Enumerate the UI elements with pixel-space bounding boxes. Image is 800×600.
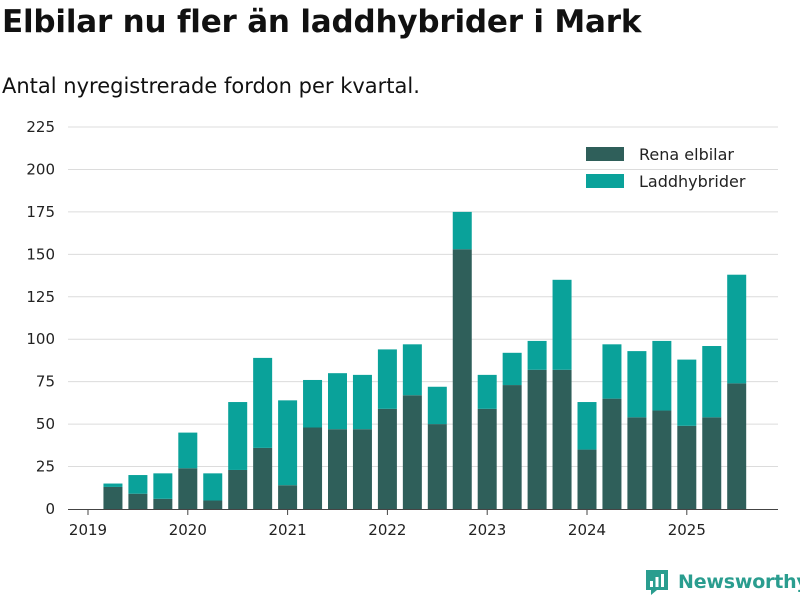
legend-label: Laddhybrider: [639, 172, 746, 191]
y-tick-label: 0: [45, 500, 55, 518]
bar-segment: 2021 Q2 – Rena elbilar: 48: [303, 427, 323, 509]
bar-segment: 2022 Q3 – Rena elbilar: 50: [427, 424, 447, 509]
bar-segment: 2020 Q2 – Rena elbilar: 5: [203, 500, 223, 509]
bar-segment: 2022 Q4 – Rena elbilar: 153: [452, 249, 472, 510]
bar-segment: 2021 Q3 – Rena elbilar: 47: [328, 429, 347, 509]
bar-segment: 2022 Q1 – Rena elbilar: 59: [377, 408, 397, 509]
bar-segment: 2020 Q3 – Laddhybrider: 40: [228, 402, 248, 470]
bar-segment: 2023 Q4 – Laddhybrider: 53: [552, 279, 572, 370]
bar-segment: 2019 Q2 – Laddhybrider: 2: [103, 483, 123, 487]
bar-segment: 2021 Q1 – Rena elbilar: 14: [278, 485, 298, 509]
bar-segment: 2019 Q4 – Laddhybrider: 15: [153, 473, 173, 499]
bar-segment: 2021 Q4 – Rena elbilar: 47: [352, 429, 372, 509]
legend: Rena elbilar Laddhybrider: [586, 145, 746, 191]
bar-segment: 2024 Q2 – Laddhybrider: 32: [602, 344, 622, 399]
x-tick-label: 2023: [468, 521, 506, 539]
y-axis-ticks: 0 25 50 75 100 125 150 175 200 225: [26, 118, 55, 518]
bars: 2019 Q2 – Rena elbilar: 132019 Q2 – Ladd…: [103, 211, 747, 510]
x-tick-label: 2024: [568, 521, 606, 539]
bar-segment: 2020 Q2 – Laddhybrider: 16: [203, 473, 223, 501]
bar-segment: 2024 Q1 – Laddhybrider: 28: [577, 402, 597, 450]
bar-segment: 2019 Q4 – Rena elbilar: 6: [153, 498, 173, 509]
bar-segment: 2020 Q1 – Rena elbilar: 24: [178, 468, 198, 509]
bar-segment: 2022 Q2 – Rena elbilar: 67: [402, 395, 422, 509]
y-tick-label: 200: [26, 160, 55, 178]
legend-swatch: [586, 174, 624, 188]
bar-segment: 2020 Q1 – Laddhybrider: 21: [178, 432, 198, 469]
y-tick-label: 100: [26, 330, 55, 348]
bar-segment: 2025 Q2 – Laddhybrider: 42: [702, 346, 722, 418]
bar-segment: 2019 Q2 – Rena elbilar: 13: [103, 486, 123, 509]
y-tick-label: 50: [36, 415, 55, 433]
x-tick-label: 2020: [169, 521, 207, 539]
y-tick-label: 175: [26, 203, 55, 221]
x-tick-label: 2019: [69, 521, 107, 539]
y-tick-label: 150: [26, 245, 55, 263]
bar-segment: 2025 Q3 – Laddhybrider: 64: [727, 274, 747, 384]
x-tick-label: 2021: [269, 521, 307, 539]
bar-segment: 2024 Q4 – Rena elbilar: 58: [652, 410, 672, 509]
bar-segment: 2025 Q1 – Rena elbilar: 49: [677, 425, 697, 509]
bar-segment: 2024 Q3 – Rena elbilar: 54: [627, 417, 647, 509]
bar-segment: 2023 Q1 – Laddhybrider: 20: [477, 374, 497, 409]
bar-segment: 2019 Q3 – Rena elbilar: 9: [128, 493, 148, 509]
bar-segment: 2021 Q3 – Laddhybrider: 33: [328, 373, 347, 430]
bar-segment: 2023 Q3 – Rena elbilar: 82: [527, 369, 547, 509]
chart-title: Elbilar nu fler än laddhybrider i Mark: [2, 4, 642, 40]
bar-segment: 2020 Q3 – Rena elbilar: 23: [228, 469, 248, 509]
bar-segment: 2024 Q3 – Laddhybrider: 39: [627, 351, 647, 418]
brand-name: Newsworthy: [678, 571, 800, 593]
bar-segment: 2023 Q4 – Rena elbilar: 82: [552, 369, 572, 509]
brand-logo: Newsworthy: [644, 568, 800, 596]
x-tick-label: 2025: [668, 521, 706, 539]
x-axis: 2019 2020 2021 2022 2023 2024 2025: [68, 509, 778, 539]
bar-segment: 2025 Q2 – Rena elbilar: 54: [702, 417, 722, 509]
y-tick-label: 125: [26, 288, 55, 306]
y-tick-label: 75: [36, 373, 55, 391]
y-tick-label: 25: [36, 458, 55, 476]
bar-segment: 2023 Q2 – Rena elbilar: 73: [502, 385, 522, 509]
bar-segment: 2024 Q2 – Rena elbilar: 65: [602, 398, 622, 509]
bar-segment: 2022 Q4 – Laddhybrider: 22: [452, 211, 472, 250]
bar-segment: 2023 Q3 – Laddhybrider: 17: [527, 340, 547, 370]
bar-segment: 2019 Q3 – Laddhybrider: 11: [128, 475, 148, 494]
bar-segment: 2020 Q4 – Rena elbilar: 36: [253, 447, 273, 509]
bar-segment: 2022 Q1 – Laddhybrider: 35: [377, 349, 397, 409]
bar-segment: 2023 Q2 – Laddhybrider: 19: [502, 352, 522, 386]
bar-segment: 2021 Q1 – Laddhybrider: 50: [278, 400, 298, 486]
bar-segment: 2024 Q4 – Laddhybrider: 41: [652, 340, 672, 411]
chart-subtitle: Antal nyregistrerade fordon per kvartal.: [2, 74, 420, 98]
newsworthy-icon: [646, 570, 668, 595]
bar-segment: 2021 Q4 – Laddhybrider: 32: [352, 374, 372, 430]
bar-segment: 2021 Q2 – Laddhybrider: 28: [303, 379, 323, 428]
grid-lines: [68, 126, 778, 468]
legend-label: Rena elbilar: [639, 145, 734, 164]
y-tick-label: 225: [26, 118, 55, 136]
legend-swatch: [586, 147, 624, 161]
bar-segment: 2024 Q1 – Rena elbilar: 35: [577, 449, 597, 509]
bar-segment: 2025 Q3 – Rena elbilar: 74: [727, 383, 747, 509]
bar-segment: 2022 Q2 – Laddhybrider: 30: [402, 344, 422, 396]
x-tick-label: 2022: [368, 521, 406, 539]
bar-segment: 2023 Q1 – Rena elbilar: 59: [477, 408, 497, 509]
bar-segment: 2022 Q3 – Laddhybrider: 22: [427, 386, 447, 425]
bar-segment: 2020 Q4 – Laddhybrider: 53: [253, 357, 273, 448]
bar-segment: 2025 Q1 – Laddhybrider: 39: [677, 359, 697, 426]
